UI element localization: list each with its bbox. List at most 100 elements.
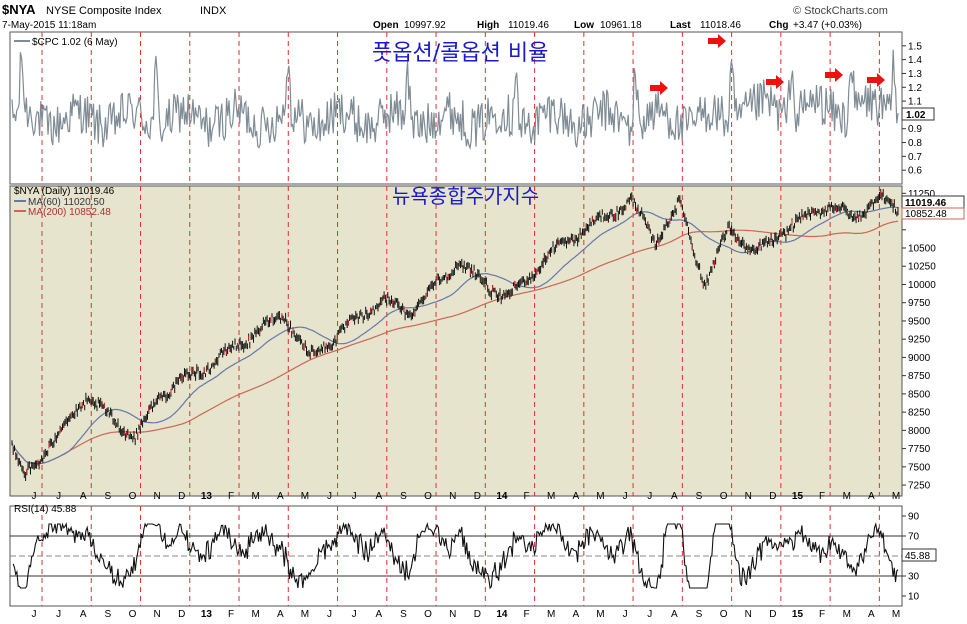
x-axis-label: S (696, 609, 703, 620)
x-axis-label: N (154, 609, 161, 620)
put-call-last-box (901, 107, 935, 121)
price-panel: 11250 10500 10250 10000 9750 9500 9250 9000 8750… (9, 184, 965, 497)
put-call-tick-label: 1.1 (908, 97, 922, 108)
x-axis-label: A (671, 609, 678, 620)
chart-date: 7-May-2015 11:18am (2, 20, 96, 31)
price-tick-label: 10500 (908, 244, 936, 255)
x-axis-label: A (868, 491, 875, 502)
put-call-tick-label: 1.3 (908, 69, 922, 80)
x-axis-label: M (547, 491, 555, 502)
x-axis-label: 14 (496, 609, 508, 620)
rsi-levels (10, 535, 902, 577)
price-tick-label: 10250 (908, 262, 936, 273)
signal-arrow-marker (766, 75, 784, 89)
high-label: High (477, 20, 499, 31)
put-call-annotation: 풋옵션/콜옵션 비율 (372, 41, 548, 66)
rsi-last-box (901, 548, 937, 562)
x-axis-label: O (129, 609, 137, 620)
x-axis-labels-top: J J A S O N D 13 F M A M J J A S O N D 14 F M A M J J A S O N D 15 F M A M (32, 491, 901, 502)
x-axis-label: M (251, 609, 259, 620)
x-axis-label: A (277, 491, 284, 502)
x-axis-label: A (80, 491, 87, 502)
price-tick-label: 7500 (908, 462, 931, 473)
price-legend: $NYA (Daily) 11019.46 (14, 186, 115, 197)
rsi-y-ticks: 90 70 30 10 (902, 512, 920, 603)
rsi-tick-label: 90 (908, 512, 920, 523)
open-label: Open (373, 20, 399, 31)
x-axis-label: D (769, 491, 776, 502)
put-call-tick-label: 0.9 (908, 124, 922, 135)
x-axis-label: J (352, 609, 357, 620)
x-axis-label: O (720, 491, 728, 502)
ma200-line (11, 220, 899, 465)
x-axis-label: A (277, 609, 284, 620)
high-value: 11019.46 (508, 20, 549, 31)
price-tick-label: 10000 (908, 280, 936, 291)
x-axis-label: O (720, 609, 728, 620)
x-axis-label: N (154, 491, 161, 502)
brand-watermark: © StockCharts.com (793, 5, 888, 17)
put-call-tick-label: 1.5 (908, 41, 922, 52)
x-axis-label: N (745, 491, 752, 502)
exchange: INDX (200, 5, 227, 17)
x-axis-label: S (105, 491, 112, 502)
x-axis-label: F (228, 491, 234, 502)
x-axis-label: O (129, 491, 137, 502)
x-axis-label: D (178, 491, 185, 502)
ma200-box (901, 207, 965, 220)
put-call-tick-label: 1.4 (908, 55, 922, 66)
x-axis-label: N (449, 491, 456, 502)
x-axis-label: J (327, 609, 332, 620)
x-axis-label: A (572, 609, 579, 620)
x-axis-label: A (868, 609, 875, 620)
put-call-tick-label: 0.6 (908, 166, 922, 177)
x-axis-label: M (547, 609, 555, 620)
x-axis-label: M (251, 491, 259, 502)
x-axis-label: N (745, 609, 752, 620)
signal-arrow-marker (825, 68, 843, 82)
x-axis-label: M (892, 609, 900, 620)
rsi-legend: RSI(14) 45.88 (14, 504, 77, 515)
x-axis-label: A (80, 609, 87, 620)
ma200-legend: MA(200) 10852.48 (28, 207, 111, 218)
x-axis-label: A (572, 491, 579, 502)
x-axis-label: 13 (201, 609, 213, 620)
signal-arrow-marker (867, 73, 885, 87)
put-call-markers (650, 34, 885, 95)
price-tick-label: 8500 (908, 389, 931, 400)
low-value: 10961.18 (600, 20, 642, 31)
x-axis-label: J (32, 609, 37, 620)
x-axis-label: D (474, 491, 481, 502)
x-axis-label: M (596, 609, 604, 620)
last-label: Last (670, 20, 691, 31)
x-axis-label: J (623, 609, 628, 620)
put-call-legend: $CPC 1.02 (6 May) (32, 37, 118, 48)
price-tick-label: 8250 (908, 408, 931, 419)
price-frame (9, 185, 903, 497)
price-bars (11, 188, 899, 481)
price-tick-label: 9500 (908, 316, 931, 327)
x-axis-label: J (32, 491, 37, 502)
x-axis-label: F (819, 491, 825, 502)
x-axis-label: J (647, 491, 652, 502)
rsi-panel: 90 70 30 10 45.88 RSI(14) 45.88 (9, 504, 937, 607)
x-axis-label: J (327, 491, 332, 502)
x-axis-label: F (228, 609, 234, 620)
x-axis-label: 13 (201, 491, 213, 502)
x-axis-labels-bottom: J J A S O N D 13 F M A M J J A S O N D 14 F M A M J J A S O N D 15 F M A M (32, 609, 901, 620)
x-axis-label: J (647, 609, 652, 620)
put-call-panel: 1.51.41.31.21.11.00.90.80.70.6 1.02 $CPC… (9, 31, 935, 185)
x-axis-label: 14 (496, 491, 508, 502)
x-axis-label: J (56, 491, 61, 502)
x-axis-label: S (400, 609, 407, 620)
put-call-tick-label: 0.8 (908, 138, 922, 149)
x-axis-label: M (301, 491, 309, 502)
x-axis-label: M (892, 491, 900, 502)
chg-label: Chg (769, 20, 788, 31)
price-tick-label: 7250 (908, 481, 931, 492)
put-call-last-value: 1.02 (906, 110, 926, 121)
x-axis-label: F (524, 491, 530, 502)
x-axis-label: N (449, 609, 456, 620)
x-axis-label: F (524, 609, 530, 620)
